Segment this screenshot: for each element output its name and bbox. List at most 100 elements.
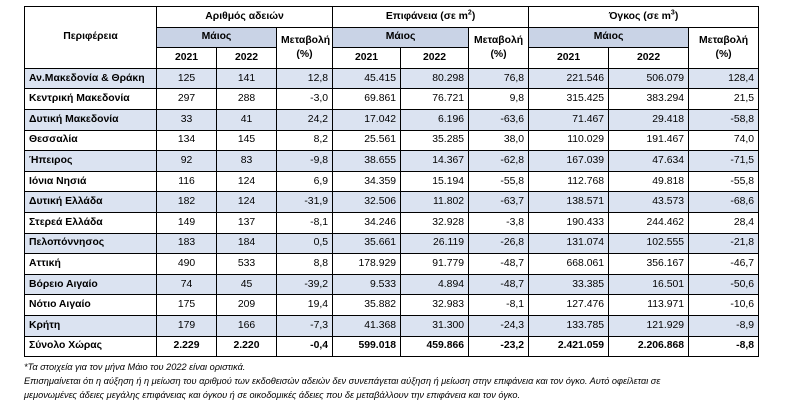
permits-change-cell: 0,5 (275, 232, 334, 255)
region-name: Δυτική Ελλάδα (24, 191, 157, 213)
area-2021-cell: 35.882 (332, 294, 402, 316)
volume-2021-cell: 112.768 (528, 170, 610, 193)
permits-2022-cell: 124 (216, 191, 277, 213)
area-header-close: ) (471, 10, 476, 22)
permits-2021-cell: 183 (156, 232, 217, 255)
permits-2022-cell: 209 (216, 294, 277, 316)
volume-2021-cell: 110.029 (528, 129, 610, 152)
volume-2022-cell: 29.418 (608, 108, 690, 131)
permits-2021-cell: 134 (156, 129, 217, 152)
permits-2022-cell: 41 (216, 108, 277, 131)
table-row: Δυτική Ελλάδα 182 124 -31,9 32.506 11.802 -63,… (24, 191, 760, 213)
total-volume-2021: 2.421.059 (528, 335, 610, 358)
permits-2022-cell: 124 (216, 170, 277, 193)
permits-change-cell: -3,0 (275, 88, 334, 110)
area-2022-cell: 32.983 (400, 294, 470, 316)
volume-2022-cell: 43.573 (608, 191, 690, 213)
table-row: Ήπειρος 92 83 -9,8 38.655 14.367 -62,8 167.039 4… (24, 150, 760, 172)
area-month-header: Μάιος (332, 26, 470, 49)
volume-header-text: Όγκος (σε m (608, 10, 671, 22)
permits-group-header: Αριθμός αδειών (155, 6, 334, 28)
area-change-cell: 76,8 (468, 67, 530, 90)
table-row: Κρήτη 179 166 -7,3 41.368 31.300 -24,3 133.785 1… (24, 314, 760, 337)
volume-change-cell: -21,8 (688, 232, 760, 255)
region-name: Νότιο Αιγαίο (24, 294, 157, 316)
volume-2022-cell: 49.818 (608, 170, 690, 193)
volume-change-cell: -71,5 (688, 150, 760, 172)
area-2021-cell: 69.861 (332, 88, 402, 110)
table-body: Αν.Μακεδονία & Θράκη 125 141 12,8 45.415 80.2… (24, 67, 760, 337)
region-name: Πελοπόννησος (24, 232, 157, 255)
area-2022-cell: 91.779 (400, 253, 470, 275)
permits-2022-cell: 137 (216, 211, 277, 234)
area-header-text: Επιφάνεια (σε m (385, 10, 468, 22)
volume-change-cell: 21,5 (688, 88, 760, 110)
region-name: Αν.Μακεδονία & Θράκη (24, 67, 157, 90)
volume-change-cell: -58,8 (688, 108, 760, 131)
permits-change-cell: -8,1 (275, 211, 334, 234)
area-change-cell: -26,8 (468, 232, 530, 255)
region-name: Κεντρική Μακεδονία (24, 88, 157, 110)
permits-change-cell: 8,2 (275, 129, 334, 152)
volume-month-header: Μάιος (528, 26, 690, 49)
area-change-header: Μεταβολή (%) (468, 26, 530, 69)
area-change-cell: 38,0 (468, 129, 530, 152)
volume-change-cell: 74,0 (688, 129, 760, 152)
permits-2021-cell: 490 (156, 253, 217, 275)
region-column-header: Περιφέρεια (24, 6, 157, 69)
volume-change-cell: 28,4 (688, 211, 760, 234)
table-row: Ιόνια Νησιά 116 124 6,9 34.359 15.194 -55,8 112… (24, 170, 760, 193)
permits-change-cell: -7,3 (275, 314, 334, 337)
volume-2021-cell: 33.385 (528, 273, 610, 296)
change-unit: (%) (715, 48, 732, 60)
region-name: Θεσσαλία (24, 129, 157, 152)
volume-2022-cell: 356.167 (608, 253, 690, 275)
footnote-final-data: *Τα στοιχεία για τον μήνα Μάιο του 2022 … (24, 362, 246, 372)
permits-2022-cell: 145 (216, 129, 277, 152)
change-unit: (%) (296, 48, 313, 60)
area-2022-cell: 32.928 (400, 211, 470, 234)
total-label: Σύνολο Χώρας (24, 335, 157, 358)
area-2021-cell: 35.661 (332, 232, 402, 255)
volume-year-2021-header: 2021 (528, 47, 610, 69)
permits-2022-cell: 141 (216, 67, 277, 90)
volume-2022-cell: 506.079 (608, 67, 690, 90)
change-label: Μεταβολή (281, 34, 331, 46)
area-year-2022-header: 2022 (400, 47, 470, 69)
volume-change-cell: -68,6 (688, 191, 760, 213)
volume-year-2022-header: 2022 (608, 47, 690, 69)
permits-2021-cell: 149 (156, 211, 217, 234)
area-2022-cell: 4.894 (400, 273, 470, 296)
table-row: Βόρειο Αιγαίο 74 45 -39,2 9.533 4.894 -48,7 33.… (24, 273, 760, 296)
permits-change-cell: 24,2 (275, 108, 334, 131)
area-change-cell: -8,1 (468, 294, 530, 316)
footnote-explanation-line1: Επισημαίνεται ότι η αύξηση ή η μείωση το… (24, 376, 661, 386)
volume-header-superscript: 3 (670, 9, 675, 17)
permits-year-2021-header: 2021 (156, 47, 217, 69)
volume-2021-cell: 71.467 (528, 108, 610, 131)
building-permits-table: Περιφέρεια Αριθμός αδειών Επιφάνεια (σε … (24, 6, 760, 358)
region-name: Στερεά Ελλάδα (24, 211, 157, 234)
volume-2021-cell: 315.425 (528, 88, 610, 110)
permits-2021-cell: 175 (156, 294, 217, 316)
permits-2022-cell: 45 (216, 273, 277, 296)
area-2021-cell: 9.533 (332, 273, 402, 296)
permits-change-cell: -31,9 (275, 191, 334, 213)
permits-2022-cell: 184 (216, 232, 277, 255)
volume-2022-cell: 244.462 (608, 211, 690, 234)
area-2022-cell: 15.194 (400, 170, 470, 193)
permits-2021-cell: 125 (156, 67, 217, 90)
permits-2021-cell: 33 (156, 108, 217, 131)
permits-change-header: Μεταβολή (%) (275, 26, 334, 69)
region-name: Αττική (24, 253, 157, 275)
total-permits-2021: 2.229 (156, 335, 217, 358)
permits-month-header: Μάιος (156, 26, 277, 49)
area-2022-cell: 76.721 (400, 88, 470, 110)
area-2021-cell: 45.415 (332, 67, 402, 90)
volume-2022-cell: 102.555 (608, 232, 690, 255)
area-2022-cell: 11.802 (400, 191, 470, 213)
area-change-cell: -3,8 (468, 211, 530, 234)
table-row: Θεσσαλία 134 145 8,2 25.561 35.285 38,0 110.029… (24, 129, 760, 152)
permits-2021-cell: 74 (156, 273, 217, 296)
change-label: Μεταβολή (473, 34, 524, 46)
